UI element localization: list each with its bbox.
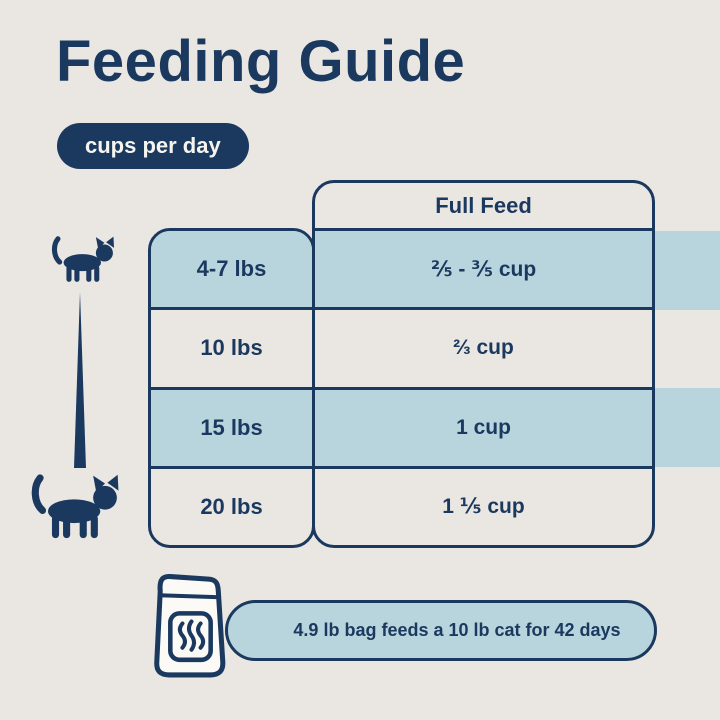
page-title: Feeding Guide — [56, 29, 466, 94]
bag-feeds-note: 4.9 lb bag feeds a 10 lb cat for 42 days — [225, 600, 657, 661]
row-highlight-extension — [650, 231, 720, 310]
weight-column: 4-7 lbs 10 lbs 15 lbs 20 lbs — [148, 228, 315, 548]
weight-scale-pointer — [74, 292, 86, 468]
amount-cell: 1 cup — [315, 386, 652, 466]
weight-row: 10 lbs — [151, 307, 312, 386]
weight-row: 20 lbs — [151, 465, 312, 545]
amount-cell: ⅖ - ⅗ cup — [315, 231, 652, 308]
amount-cell: ⅔ cup — [315, 307, 652, 386]
large-cat-icon — [31, 474, 119, 539]
row-highlight-extension — [650, 388, 720, 467]
food-bag-icon — [154, 574, 226, 678]
cups-per-day-badge: cups per day — [57, 123, 249, 169]
full-feed-header: Full Feed — [315, 183, 652, 231]
amount-cell: 1 ⅕ cup — [315, 465, 652, 545]
weight-row: 15 lbs — [151, 386, 312, 466]
weight-row: 4-7 lbs — [151, 231, 312, 308]
full-feed-column: Full Feed ⅖ - ⅗ cup ⅔ cup 1 cup 1 ⅕ cup — [312, 180, 655, 548]
small-cat-icon — [51, 236, 115, 282]
steam-icon — [177, 619, 206, 652]
